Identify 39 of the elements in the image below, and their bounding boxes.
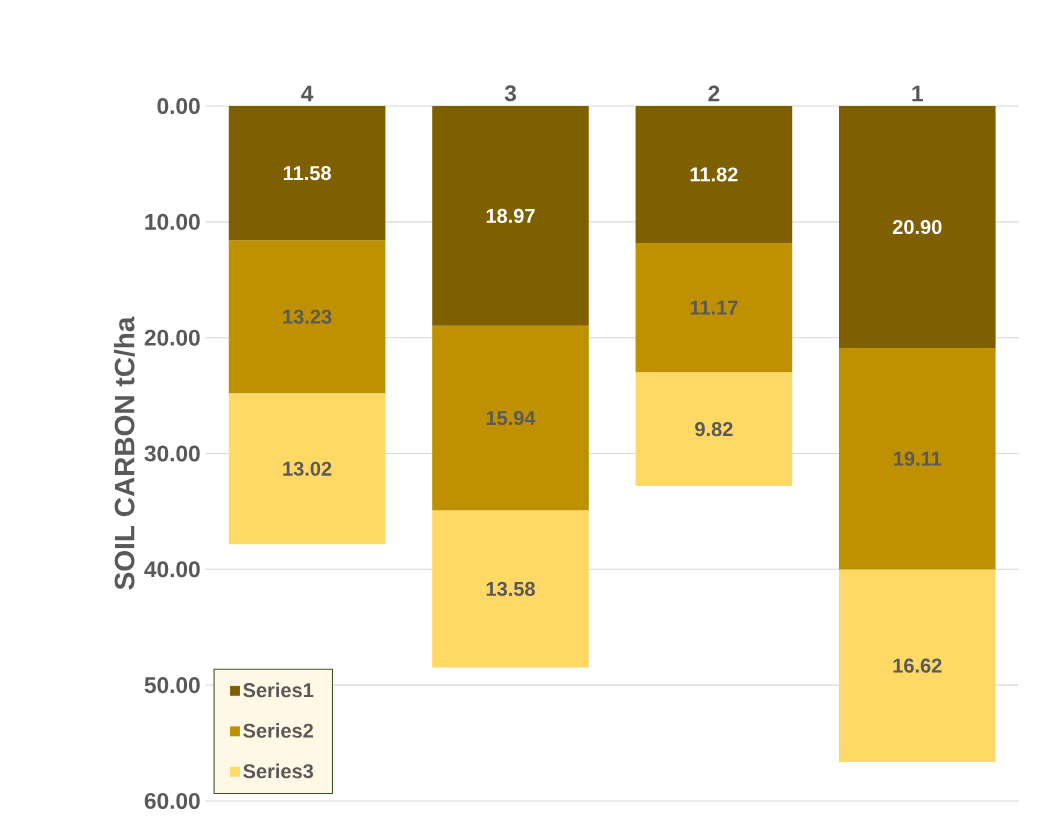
data-label: 11.17 [690, 300, 738, 315]
data-label: 9.82 [695, 422, 733, 437]
y-tick-label: 40.00 [144, 561, 200, 578]
bar [228, 393, 386, 545]
data-label: 11.58 [283, 166, 331, 181]
bar [635, 242, 793, 373]
bar [228, 106, 386, 241]
data-label: 19.11 [894, 451, 942, 466]
data-label: 18.97 [486, 208, 535, 223]
bar [432, 106, 589, 326]
legend-label: Series1 [243, 682, 314, 698]
data-label: 13.23 [283, 309, 332, 324]
y-tick-label: 60.00 [144, 792, 200, 809]
bar [432, 510, 589, 668]
y-axis-title: SOIL CARBON tC/ha [113, 316, 135, 590]
y-tick-label: 20.00 [144, 329, 200, 346]
y-tick-label: 50.00 [144, 677, 200, 694]
data-label: 16.62 [893, 658, 942, 673]
data-label: 15.94 [486, 410, 536, 426]
bar [838, 106, 996, 349]
data-label: 13.58 [486, 581, 535, 597]
bar [635, 372, 793, 487]
y-tick-label: 10.00 [145, 213, 200, 230]
y-tick-label: 0.00 [157, 98, 200, 115]
legend-label: Series3 [243, 763, 314, 779]
data-label: 11.82 [690, 167, 738, 182]
bar [838, 569, 996, 762]
x-tick-label: 3 [504, 85, 516, 102]
x-tick-label: 4 [301, 85, 314, 102]
bar [635, 106, 793, 243]
data-label: 20.90 [892, 219, 942, 235]
bar [838, 348, 996, 570]
legend-label: Series2 [243, 723, 313, 738]
data-label: 13.02 [283, 461, 332, 476]
x-tick-label: 1 [912, 85, 923, 102]
bar [432, 325, 589, 511]
y-tick-label: 30.00 [144, 445, 200, 462]
bar [228, 240, 386, 394]
x-tick-label: 2 [708, 85, 720, 102]
